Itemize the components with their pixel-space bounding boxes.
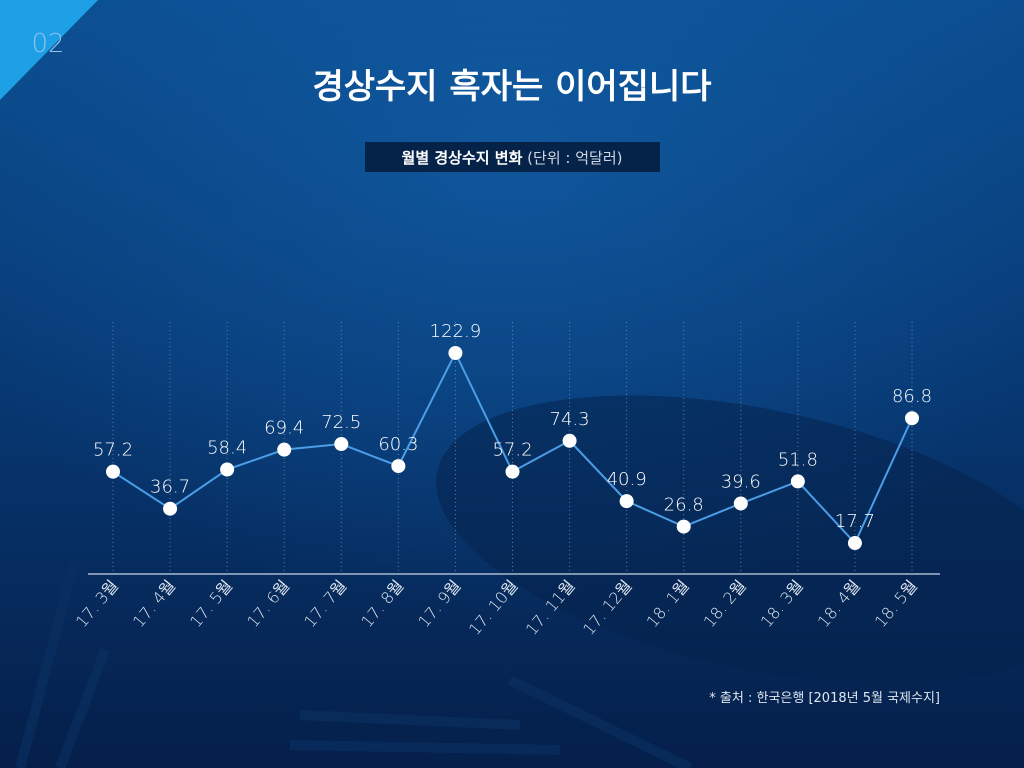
data-label: 122.9 <box>430 321 482 342</box>
data-point <box>106 464 120 479</box>
data-point <box>619 494 634 509</box>
decor-lines <box>15 558 693 768</box>
decor-shape <box>436 395 1024 685</box>
data-label: 39.6 <box>721 471 761 492</box>
data-point <box>562 433 577 448</box>
slide-number: 02 <box>31 29 64 59</box>
data-label: 36.7 <box>150 477 190 498</box>
data-point <box>448 346 463 360</box>
data-label: 86.8 <box>892 386 932 407</box>
data-point <box>220 462 235 477</box>
data-label: 40.9 <box>607 469 647 490</box>
data-point <box>676 519 691 534</box>
data-point <box>790 474 805 489</box>
subtitle-main: 월별 경상수지 변화 <box>402 149 523 167</box>
data-point <box>505 464 520 479</box>
subtitle: 월별 경상수지 변화 (단위 : 억달러) <box>402 149 623 167</box>
data-point <box>905 411 919 426</box>
corner-triangle <box>0 0 98 100</box>
subtitle-unit: (단위 : 억달러) <box>527 149 622 167</box>
data-point <box>847 536 862 551</box>
data-label: 51.8 <box>778 449 818 470</box>
data-point <box>733 496 748 511</box>
data-label: 72.5 <box>321 412 361 433</box>
data-point <box>391 459 406 474</box>
data-point <box>334 437 349 452</box>
title: 경상수지 흑자는 이어집니다 <box>312 67 711 107</box>
data-label: 57.2 <box>93 440 133 461</box>
data-point <box>163 501 178 516</box>
data-label: 74.3 <box>550 409 590 430</box>
data-label: 57.2 <box>492 440 532 461</box>
data-label: 17.7 <box>835 511 875 532</box>
data-point <box>277 442 292 457</box>
data-label: 58.4 <box>207 438 247 459</box>
data-label: 60.3 <box>378 434 418 455</box>
data-label: 26.8 <box>664 495 704 516</box>
subtitle-box <box>365 142 660 172</box>
source: * 출처 : 한국은행 [2018년 5월 국제수지] <box>709 690 940 706</box>
data-label: 69.4 <box>264 418 304 439</box>
